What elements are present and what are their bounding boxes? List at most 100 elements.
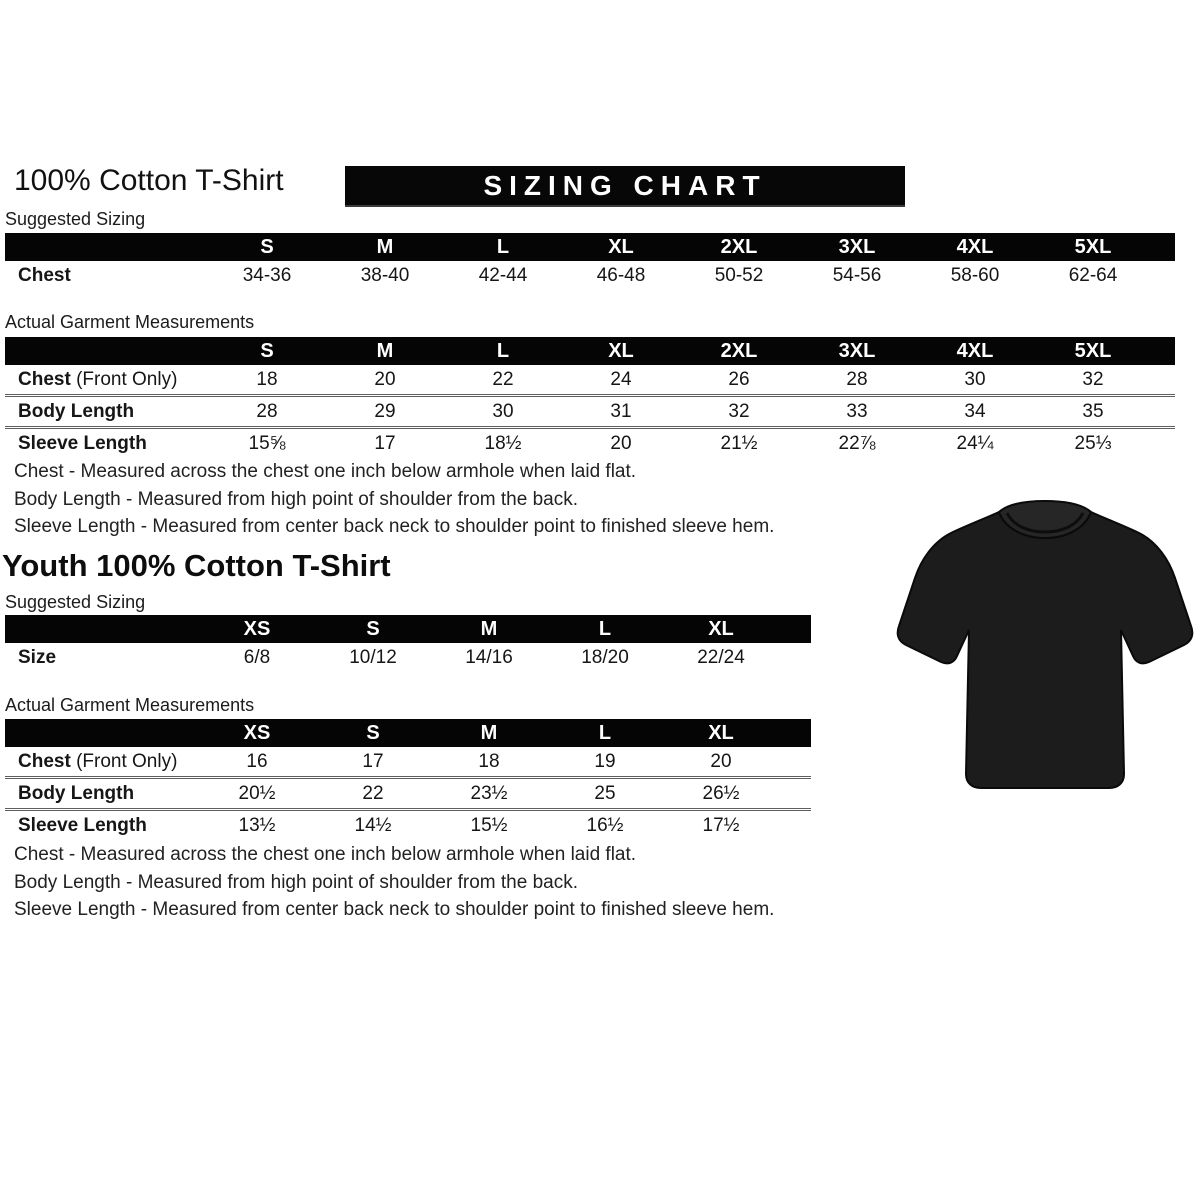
table-cell: 17 (362, 751, 384, 772)
table-header-row: XS S M L XL (5, 615, 811, 643)
table-header-row: XS S M L XL (5, 719, 811, 747)
note-line: Chest - Measured across the chest one in… (14, 844, 637, 865)
table-cell: 31 (610, 401, 632, 422)
page-title: 100% Cotton T-Shirt (14, 164, 284, 197)
column-header: XL (708, 618, 734, 640)
youth-actual-measurements-label: Actual Garment Measurements (5, 695, 255, 715)
table-cell: 16 (246, 751, 268, 772)
table-row: Body Length 20½ 22 23½ 25 26½ (5, 776, 811, 808)
row-label: Chest (18, 265, 71, 286)
table-cell: 18/20 (581, 647, 629, 668)
youth-actual-measurements-table: XS S M L XL Chest (Front Only) 16 17 18 … (5, 719, 811, 840)
table-cell: 17½ (702, 815, 740, 836)
table-cell: 30 (964, 369, 986, 390)
column-header: 3XL (838, 340, 876, 362)
adult-actual-measurements-label: Actual Garment Measurements (5, 312, 255, 332)
adult-suggested-sizing-label: Suggested Sizing (5, 209, 146, 229)
table-cell: 20½ (238, 783, 276, 804)
table-cell: 58-60 (950, 265, 1000, 286)
column-header: 4XL (956, 236, 994, 258)
column-header: L (598, 722, 612, 744)
column-header: M (376, 236, 394, 258)
table-cell: 54-56 (832, 265, 882, 286)
table-cell: 46-48 (596, 265, 646, 286)
row-label: Body Length (18, 783, 135, 804)
header-spacer (5, 233, 208, 261)
table-cell: 26½ (702, 783, 740, 804)
row-label: Sleeve Length (18, 815, 147, 836)
table-cell: 24¼ (956, 433, 994, 454)
column-header: L (496, 236, 510, 258)
table-cell: 26 (728, 369, 750, 390)
header-spacer (5, 719, 199, 747)
row-label: Body Length (18, 401, 135, 422)
column-header: XS (243, 722, 271, 744)
table-cell: 18 (478, 751, 500, 772)
adult-suggested-sizing-table: S M L XL 2XL 3XL 4XL 5XL Chest 34-36 38-… (5, 233, 1175, 290)
table-cell: 22 (492, 369, 514, 390)
column-header: S (366, 722, 380, 744)
youth-suggested-sizing-label: Suggested Sizing (5, 592, 146, 612)
column-header: XL (608, 236, 634, 258)
table-cell: 19 (594, 751, 616, 772)
youth-measurement-notes: Chest - Measured across the chest one in… (14, 841, 774, 924)
table-cell: 13½ (238, 815, 276, 836)
tshirt-collar-inner (1005, 512, 1085, 534)
row-label: Sleeve Length (18, 433, 147, 454)
table-cell: 30 (492, 401, 514, 422)
note-line: Body Length - Measured from high point o… (14, 488, 578, 510)
note-line: Body Length - Measured from high point o… (14, 871, 578, 893)
table-cell: 20 (710, 751, 732, 772)
table-cell: 24 (610, 369, 632, 390)
table-row: Chest (Front Only) 16 17 18 19 20 (5, 747, 811, 776)
table-header-row: S M L XL 2XL 3XL 4XL 5XL (5, 233, 1175, 261)
adult-actual-measurements-table: S M L XL 2XL 3XL 4XL 5XL Chest (Front On… (5, 337, 1175, 458)
table-cell: 33 (846, 401, 868, 422)
table-cell: 22⅞ (838, 433, 876, 454)
table-cell: 32 (728, 401, 750, 422)
column-header: XS (243, 618, 271, 640)
table-cell: 38-40 (360, 265, 410, 286)
column-header: L (496, 340, 510, 362)
table-cell: 29 (374, 401, 396, 422)
table-row: Size 6/8 10/12 14/16 18/20 22/24 (5, 643, 811, 672)
header-spacer (5, 337, 208, 365)
column-header: 5XL (1074, 340, 1112, 362)
column-header: M (480, 722, 498, 744)
column-header: 5XL (1074, 236, 1112, 258)
column-header: M (480, 618, 498, 640)
table-cell: 62-64 (1068, 265, 1118, 286)
column-header: L (598, 618, 612, 640)
table-cell: 35 (1082, 401, 1104, 422)
table-cell: 21½ (720, 433, 758, 454)
tshirt-body (896, 510, 1194, 789)
table-cell: 16½ (586, 815, 624, 836)
table-cell: 17 (374, 433, 396, 454)
table-cell: 42-44 (478, 265, 528, 286)
table-cell: 34-36 (242, 265, 292, 286)
table-cell: 34 (964, 401, 986, 422)
table-row: Chest 34-36 38-40 42-44 46-48 50-52 54-5… (5, 261, 1175, 290)
note-line: Sleeve Length - Measured from center bac… (14, 516, 775, 537)
column-header: 2XL (720, 340, 758, 362)
note-line: Chest - Measured across the chest one in… (14, 461, 637, 482)
column-header: S (260, 340, 274, 362)
table-cell: 10/12 (349, 647, 397, 668)
column-header: 4XL (956, 340, 994, 362)
column-header: S (366, 618, 380, 640)
column-header: 2XL (720, 236, 758, 258)
table-cell: 18 (256, 369, 278, 390)
black-tshirt-graphic (896, 499, 1194, 789)
table-cell: 22 (362, 783, 384, 804)
column-header: XL (608, 340, 634, 362)
column-header: M (376, 340, 394, 362)
column-header: XL (708, 722, 734, 744)
table-cell: 18½ (484, 433, 522, 454)
table-cell: 32 (1082, 369, 1104, 390)
table-cell: 15½ (470, 815, 508, 836)
column-header: 3XL (838, 236, 876, 258)
youth-suggested-sizing-table: XS S M L XL Size 6/8 10/12 14/16 18/20 2… (5, 615, 811, 672)
table-cell: 25⅓ (1074, 433, 1112, 454)
tshirt-photo (895, 478, 1195, 808)
table-header-row: S M L XL 2XL 3XL 4XL 5XL (5, 337, 1175, 365)
